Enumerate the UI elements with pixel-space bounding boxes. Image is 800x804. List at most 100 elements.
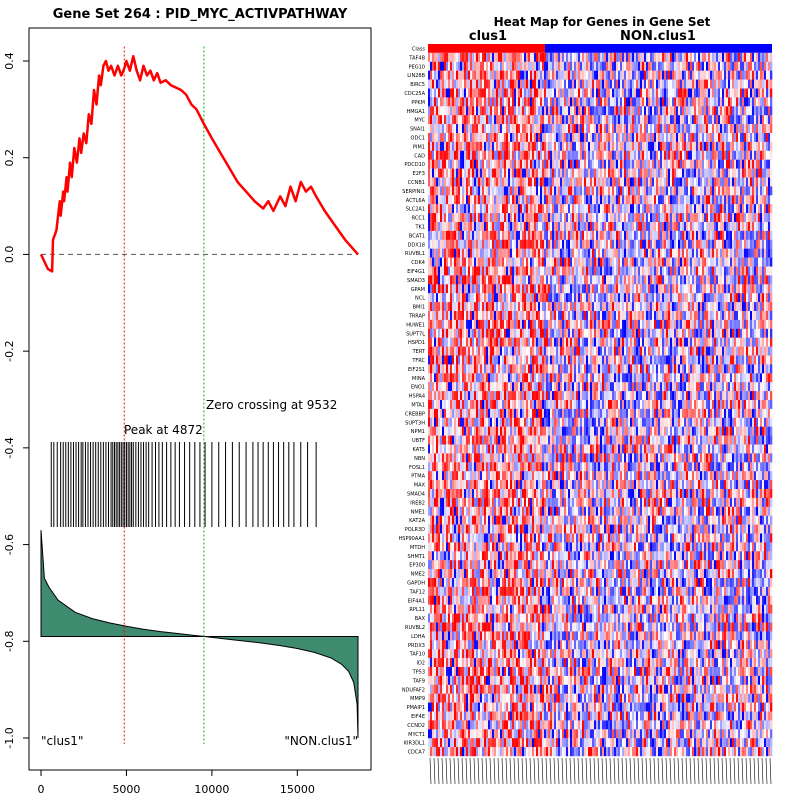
heatmap-cell <box>466 80 468 89</box>
heatmap-cell <box>588 142 590 151</box>
heatmap-cell <box>736 151 738 160</box>
heatmap-cell <box>622 213 624 222</box>
heatmap-cell <box>468 53 470 62</box>
heatmap-cell <box>550 151 552 160</box>
heatmap-cell <box>760 115 762 124</box>
heatmap-cell <box>452 231 454 240</box>
heatmap-cell <box>678 240 680 249</box>
heatmap-cell <box>642 160 644 169</box>
heatmap-cell <box>528 249 530 258</box>
heatmap-cell <box>720 258 722 267</box>
heatmap-cell <box>540 222 542 231</box>
heatmap-cell <box>604 62 606 71</box>
heatmap-cell <box>466 71 468 80</box>
heatmap-cell <box>494 115 496 124</box>
heatmap-cell <box>768 213 770 222</box>
heatmap-cell <box>500 302 502 311</box>
heatmap-cell <box>642 222 644 231</box>
heatmap-cell <box>632 115 634 124</box>
heatmap-cell <box>452 186 454 195</box>
heatmap-cell <box>440 169 442 178</box>
heatmap-cell <box>646 142 648 151</box>
heatmap-cell <box>580 231 582 240</box>
heatmap-cell <box>722 178 724 187</box>
heatmap-cell <box>764 71 766 80</box>
heatmap-cell <box>520 213 522 222</box>
heatmap-cell <box>628 258 630 267</box>
heatmap-cell <box>750 71 752 80</box>
heatmap-cell <box>600 231 602 240</box>
heatmap-cell <box>660 124 662 133</box>
heatmap-cell <box>446 302 448 311</box>
heatmap-cell <box>572 142 574 151</box>
heatmap-cell <box>510 284 512 293</box>
heatmap-cell <box>680 62 682 71</box>
heatmap-cell <box>580 275 582 284</box>
heatmap-cell <box>556 222 558 231</box>
heatmap-cell <box>664 186 666 195</box>
heatmap-cell <box>730 204 732 213</box>
heatmap-cell <box>696 71 698 80</box>
heatmap-cell <box>624 71 626 80</box>
heatmap-cell <box>478 142 480 151</box>
heatmap-cell <box>670 267 672 276</box>
heatmap-cell <box>526 240 528 249</box>
heatmap-cell <box>570 178 572 187</box>
heatmap-cell <box>578 71 580 80</box>
heatmap-cell <box>626 53 628 62</box>
heatmap-cell <box>740 106 742 115</box>
heatmap-cell <box>644 213 646 222</box>
heatmap-cell <box>640 151 642 160</box>
heatmap-cell <box>452 124 454 133</box>
heatmap-cell <box>598 133 600 142</box>
heatmap-cell <box>712 213 714 222</box>
heatmap-cell <box>508 89 510 98</box>
heatmap-cell <box>610 240 612 249</box>
heatmap-cell <box>660 222 662 231</box>
heatmap-cell <box>482 195 484 204</box>
heatmap-cell <box>460 80 462 89</box>
heatmap-cell <box>694 115 696 124</box>
heatmap-cell <box>462 133 464 142</box>
heatmap-cell <box>454 53 456 62</box>
heatmap-cell <box>482 178 484 187</box>
heatmap-cell <box>612 89 614 98</box>
heatmap-cell <box>760 267 762 276</box>
heatmap-cell <box>572 249 574 258</box>
heatmap-cell <box>612 284 614 293</box>
heatmap-cell <box>728 71 730 80</box>
heatmap-cell <box>458 133 460 142</box>
heatmap-cell <box>576 169 578 178</box>
heatmap-cell <box>688 204 690 213</box>
heatmap-cell <box>688 169 690 178</box>
heatmap-cell <box>692 258 694 267</box>
heatmap-cell <box>708 89 710 98</box>
heatmap-cell <box>706 106 708 115</box>
heatmap-cell <box>742 89 744 98</box>
heatmap-cell <box>636 231 638 240</box>
heatmap-cell <box>686 142 688 151</box>
heatmap-cell <box>686 115 688 124</box>
heatmap-cell <box>638 53 640 62</box>
heatmap-cell <box>726 240 728 249</box>
heatmap-cell <box>486 284 488 293</box>
heatmap-cell <box>734 71 736 80</box>
heatmap-cell <box>652 142 654 151</box>
heatmap-cell <box>514 186 516 195</box>
heatmap-cell <box>604 213 606 222</box>
heatmap-cell <box>664 267 666 276</box>
heatmap-cell <box>612 151 614 160</box>
heatmap-cell <box>564 106 566 115</box>
heatmap-cell <box>568 53 570 62</box>
heatmap-cell <box>726 249 728 258</box>
heatmap-cell <box>766 133 768 142</box>
heatmap-cell <box>654 89 656 98</box>
heatmap-cell <box>540 302 542 311</box>
heatmap-cell <box>454 267 456 276</box>
heatmap-cell <box>568 89 570 98</box>
heatmap-cell <box>600 293 602 302</box>
heatmap-cell <box>600 133 602 142</box>
heatmap-cell <box>512 71 514 80</box>
heatmap-cell <box>512 186 514 195</box>
heatmap-cell <box>526 231 528 240</box>
